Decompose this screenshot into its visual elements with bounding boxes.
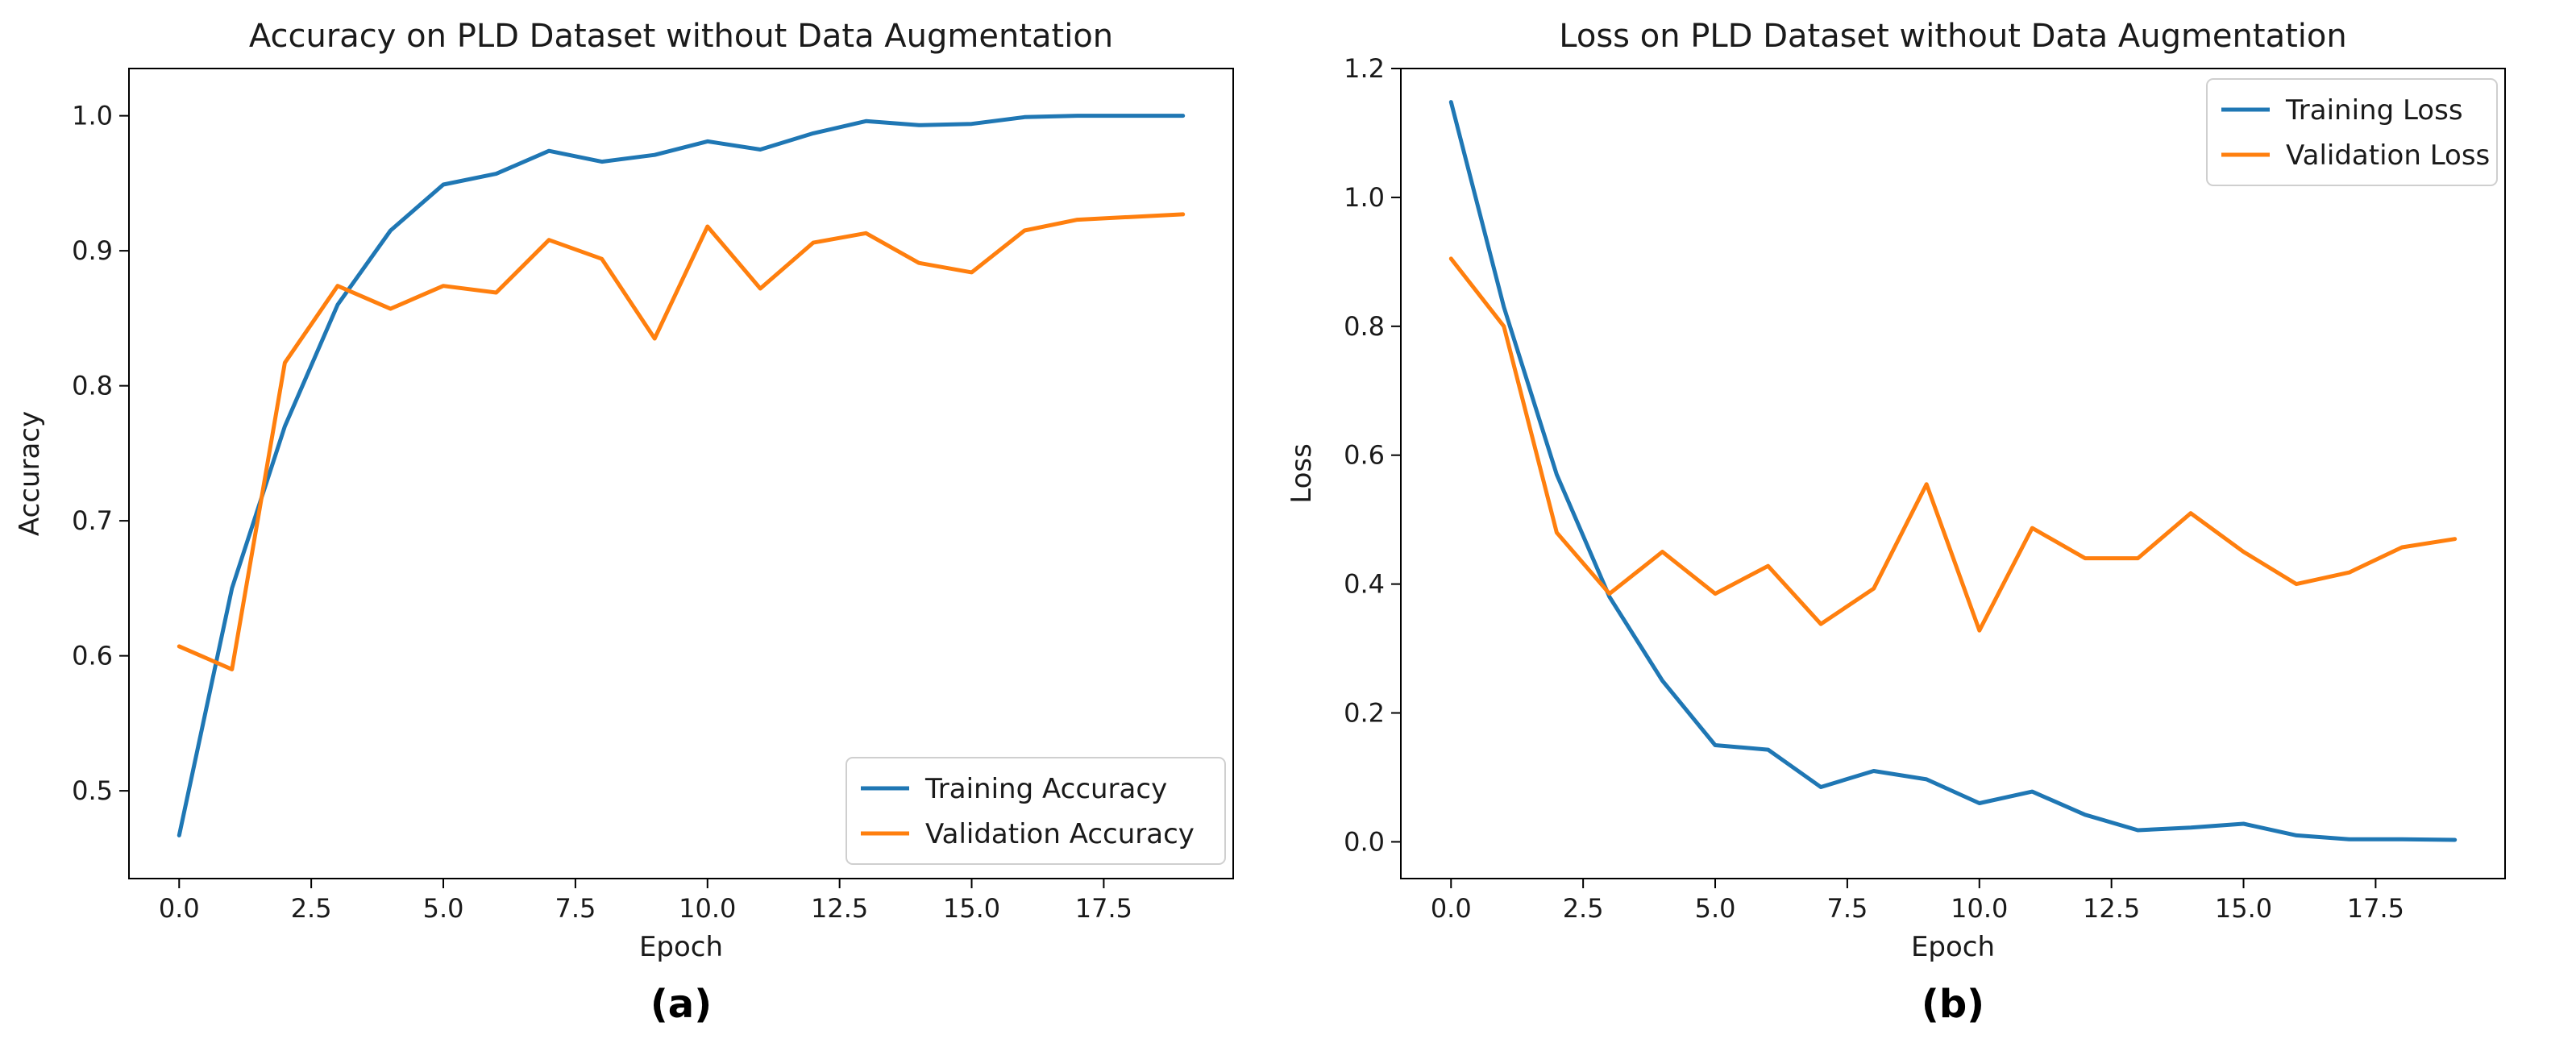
x-tick-label: 10.0 [679,893,736,924]
x-tick-label: 0.0 [159,893,200,924]
x-tick-label: 17.5 [1075,893,1132,924]
x-axis-label: Epoch [1911,931,1995,963]
panel-label: (a) [650,982,712,1027]
legend-box [846,757,1226,865]
y-tick-label: 0.0 [1344,826,1385,857]
x-tick-label: 17.5 [2347,893,2404,924]
y-tick-label: 0.6 [1344,440,1385,471]
legend: Training Loss Validation Loss [2206,78,2498,186]
panel-label: (b) [1922,982,1984,1027]
legend: Training Accuracy Validation Accuracy [846,757,1226,865]
x-tick-label: 10.0 [1951,893,2008,924]
x-tick-label: 0.0 [1431,893,1472,924]
legend-label: Training Loss [2285,94,2463,127]
y-tick-label: 0.7 [72,505,113,536]
y-tick-label: 1.0 [72,101,113,131]
x-tick-label: 15.0 [2215,893,2272,924]
x-tick-label: 7.5 [555,893,596,924]
series-line-training-accuracy [177,114,1186,837]
x-tick-label: 12.5 [811,893,868,924]
accuracy-chart-panel: Accuracy on PLD Dataset without Data Aug… [14,18,1234,1027]
series-group [177,114,1186,837]
loss-chart-panel: Loss on PLD Dataset without Data Augment… [1286,18,2506,1027]
legend-box [2206,78,2498,186]
chart-title: Loss on PLD Dataset without Data Augment… [1559,18,2346,55]
x-tick-label: 5.0 [1695,893,1736,924]
y-tick-label: 0.8 [1344,311,1385,342]
x-tick-label: 2.5 [291,893,332,924]
y-tick-label: 0.6 [72,641,113,671]
x-axis-label: Epoch [639,931,723,963]
y-tick-label: 0.5 [72,775,113,806]
plot-area-frame [1400,68,2506,879]
y-axis-label: Accuracy [14,411,46,536]
series-line-validation-accuracy [177,212,1186,671]
legend-label: Validation Loss [2286,139,2490,172]
series-line-training-loss [1448,100,2458,842]
y-tick-label: 0.4 [1344,569,1385,600]
plot-area-frame [128,68,1234,879]
y-axis-label: Loss [1286,443,1318,504]
x-tick-label: 2.5 [1563,893,1604,924]
y-tick-label: 0.8 [72,371,113,401]
x-tick-label: 5.0 [423,893,464,924]
series-line-validation-loss [1448,256,2458,633]
legend-label: Training Accuracy [924,773,1167,805]
y-tick-label: 1.0 [1344,182,1385,213]
x-tick-label: 12.5 [2083,893,2140,924]
y-tick-label: 0.2 [1344,698,1385,729]
series-group [1448,100,2458,842]
x-tick-label: 7.5 [1826,893,1868,924]
x-tick-label: 15.0 [943,893,1000,924]
chart-title: Accuracy on PLD Dataset without Data Aug… [249,18,1113,55]
legend-label: Validation Accuracy [925,818,1195,850]
y-tick-label: 0.9 [72,235,113,266]
y-tick-label: 1.2 [1344,53,1385,84]
